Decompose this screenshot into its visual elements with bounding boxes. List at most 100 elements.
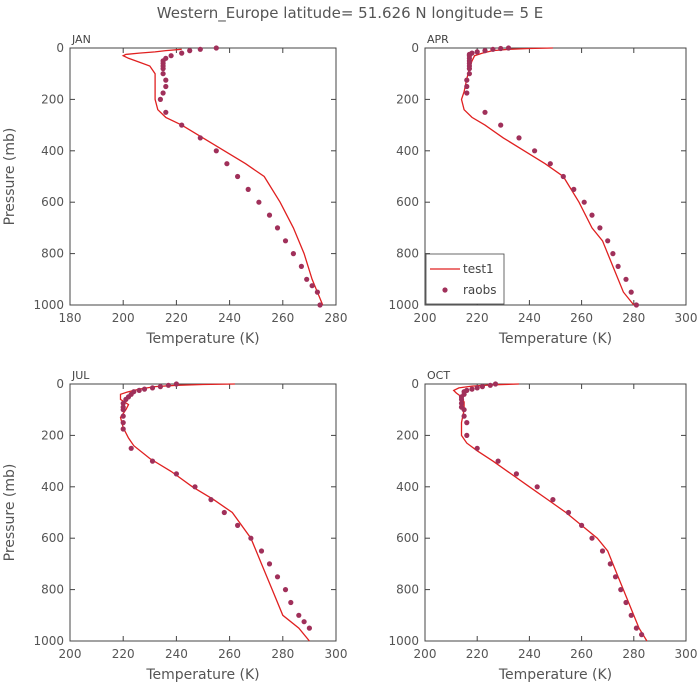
x-tick-label: 300: [675, 647, 698, 661]
y-tick-label: 1000: [388, 298, 419, 312]
y-tick-label: 0: [411, 377, 419, 391]
y-tick-label: 1000: [33, 634, 64, 648]
data-point-raobs: [550, 497, 556, 503]
data-point-raobs: [128, 445, 134, 451]
plot-frame: [424, 47, 687, 306]
data-point-raobs: [633, 302, 640, 308]
data-point-raobs: [490, 46, 496, 52]
data-point-raobs: [474, 49, 480, 55]
data-point-raobs: [120, 420, 126, 426]
plot-frame: [69, 47, 337, 306]
x-tick-label: 180: [59, 311, 82, 325]
data-point-raobs: [461, 407, 467, 413]
data-point-raobs: [213, 148, 219, 154]
data-point-raobs: [461, 413, 467, 419]
panel-oct: 200 220 240 260 280 300 0 200 400 600 800 1000 OCT Te…: [388, 369, 697, 683]
x-tick-label: 200: [414, 647, 437, 661]
figure-title: Western_Europe latitude= 51.626 N longit…: [157, 4, 543, 23]
y-tick-label: 600: [396, 531, 419, 545]
data-point-raobs: [466, 66, 472, 72]
data-point-raobs: [498, 122, 504, 128]
panel-month-label: APR: [427, 33, 449, 46]
x-tick-label: 260: [271, 311, 294, 325]
data-point-raobs: [466, 71, 472, 77]
x-tick-label: 280: [325, 311, 348, 325]
data-point-raobs: [296, 612, 302, 618]
data-point-raobs: [120, 426, 126, 432]
data-point-raobs: [120, 400, 126, 406]
data-point-raobs: [288, 599, 294, 606]
y-tick-label: 400: [396, 144, 419, 158]
y-tick-label: 400: [41, 480, 64, 494]
data-point-raobs: [213, 45, 219, 51]
data-point-raobs: [120, 413, 126, 419]
x-tick-label: 220: [165, 311, 188, 325]
panels: 180 200 220 240 260 280 0 200 400 600 800 1000 JAN Te…: [2, 33, 697, 683]
x-tick-label: 240: [165, 647, 188, 661]
y-tick-label: 800: [41, 583, 64, 597]
data-point-raobs: [516, 135, 522, 141]
data-point-raobs: [474, 385, 480, 391]
data-point-raobs: [615, 263, 621, 269]
data-point-raobs: [274, 225, 281, 231]
x-tick-label: 220: [466, 311, 489, 325]
data-point-raobs: [464, 90, 470, 96]
y-axis-label: Pressure (mb): [2, 464, 18, 562]
data-point-raobs: [589, 212, 595, 218]
x-tick-label: 220: [112, 647, 135, 661]
data-point-raobs: [623, 276, 629, 282]
y-tick-label: 1000: [33, 298, 64, 312]
data-point-raobs: [618, 587, 624, 593]
plot-frame: [69, 383, 337, 642]
series-line-test1: [121, 48, 324, 306]
data-point-raobs: [633, 625, 640, 631]
y-tick-label: 200: [41, 92, 64, 106]
data-point-raobs: [163, 109, 169, 115]
data-point-raobs: [464, 420, 470, 426]
series-line-test1: [119, 383, 310, 642]
panel-jul: 200 220 240 260 280 300 0 200 400 600 800 1000 JUL Te…: [2, 369, 347, 683]
data-point-raobs: [639, 632, 645, 638]
x-tick-label: 300: [325, 647, 348, 661]
data-point-raobs: [179, 50, 185, 56]
data-point-raobs: [192, 484, 198, 490]
data-point-raobs: [492, 381, 499, 387]
data-point-raobs: [163, 83, 169, 90]
data-point-raobs: [547, 161, 553, 167]
x-tick-label: 200: [112, 311, 135, 325]
data-point-raobs: [224, 161, 230, 167]
y-tick-label: 800: [396, 583, 419, 597]
y-axis-label: Pressure (mb): [2, 128, 18, 226]
y-tick-label: 800: [396, 247, 419, 261]
data-point-raobs: [282, 238, 289, 244]
data-point-raobs: [487, 382, 493, 388]
data-point-raobs: [141, 386, 148, 392]
data-point-raobs: [149, 385, 156, 391]
x-tick-label: 260: [218, 647, 241, 661]
panel-month-label: JAN: [71, 33, 91, 46]
data-point-raobs: [628, 612, 634, 618]
series-line-test1: [452, 383, 648, 642]
data-point-raobs: [479, 384, 485, 390]
data-point-raobs: [306, 625, 312, 631]
x-tick-label: 300: [675, 311, 698, 325]
data-point-raobs: [589, 535, 595, 541]
data-point-raobs: [482, 48, 488, 54]
data-point-raobs: [534, 484, 540, 490]
x-axis-label: Temperature (K): [498, 331, 612, 347]
data-point-raobs: [579, 522, 585, 529]
data-point-raobs: [571, 186, 577, 192]
data-point-raobs: [197, 46, 203, 52]
data-point-raobs: [163, 77, 169, 83]
data-point-raobs: [482, 109, 488, 115]
data-point-raobs: [256, 199, 262, 205]
data-point-raobs: [304, 276, 310, 282]
data-point-raobs: [623, 599, 629, 606]
data-point-raobs: [458, 396, 465, 402]
data-point-raobs: [282, 587, 289, 593]
x-tick-label: 240: [218, 311, 241, 325]
legend-label-dot: raobs: [463, 283, 497, 297]
data-point-raobs: [301, 619, 307, 625]
x-tick-label: 240: [518, 311, 541, 325]
x-axis-label: Temperature (K): [145, 331, 259, 347]
